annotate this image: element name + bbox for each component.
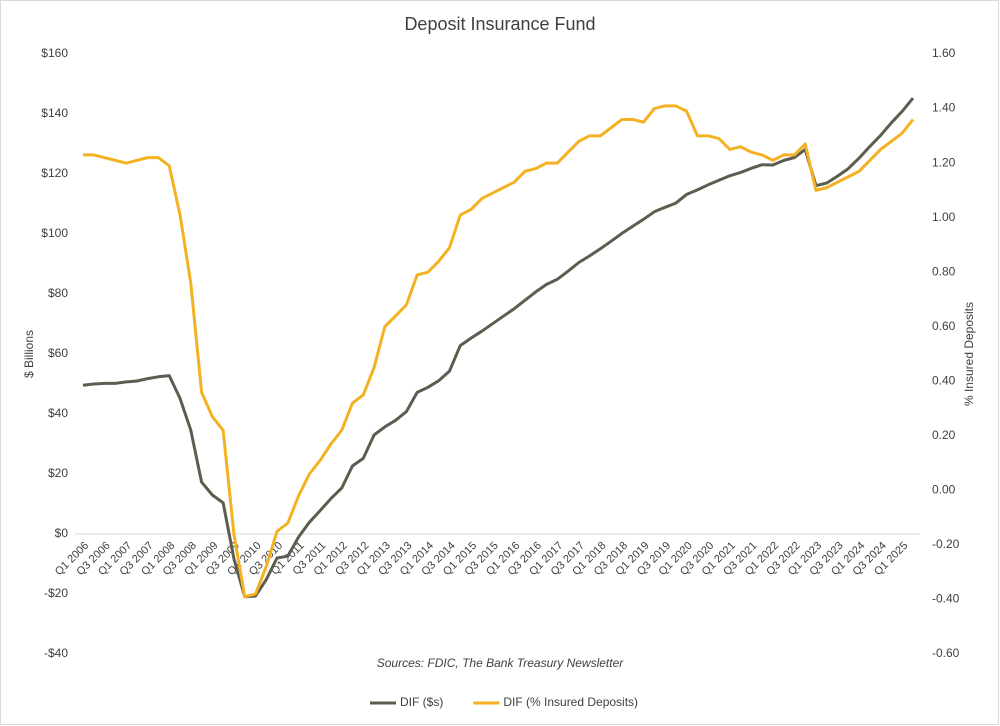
y2-tick-label: 1.20 [932,155,956,169]
y2-tick-label: 1.60 [932,46,956,60]
legend-label: DIF (% Insured Deposits) [503,695,638,709]
y-tick-label: $100 [41,226,68,240]
legend-label: DIF ($s) [400,695,443,709]
y-axis-title: $ Billions [22,330,36,378]
y2-tick-label: -0.40 [932,592,960,606]
y-tick-label: $120 [41,166,68,180]
y-tick-label: $160 [41,46,68,60]
y-tick-label: -$20 [44,586,68,600]
data-line [82,97,915,599]
y2-tick-label: 0.80 [932,264,956,278]
annotation: Sources: FDIC, The Bank Treasury Newslet… [377,656,625,670]
y2-tick-label: -0.20 [932,537,960,551]
y2-tick-label: 0.60 [932,319,956,333]
y2-tick-label: -0.60 [932,646,960,660]
y-tick-label: -$40 [44,646,68,660]
y-tick-label: $140 [41,106,68,120]
y-tick-label: $60 [48,346,68,360]
y-tick-label: $80 [48,286,68,300]
y2-tick-label: 0.40 [932,373,956,387]
y-tick-label: $40 [48,406,68,420]
y2-tick-label: 1.00 [932,210,956,224]
y2-axis-title: % Insured Deposits [962,302,976,406]
y-tick-label: $20 [48,466,68,480]
y2-tick-label: 1.40 [932,101,956,115]
y2-tick-label: 0.00 [932,483,956,497]
y-tick-label: $0 [55,526,69,540]
chart-title: Deposit Insurance Fund [404,14,595,34]
data-line [83,104,915,599]
y2-tick-label: 0.20 [932,428,956,442]
